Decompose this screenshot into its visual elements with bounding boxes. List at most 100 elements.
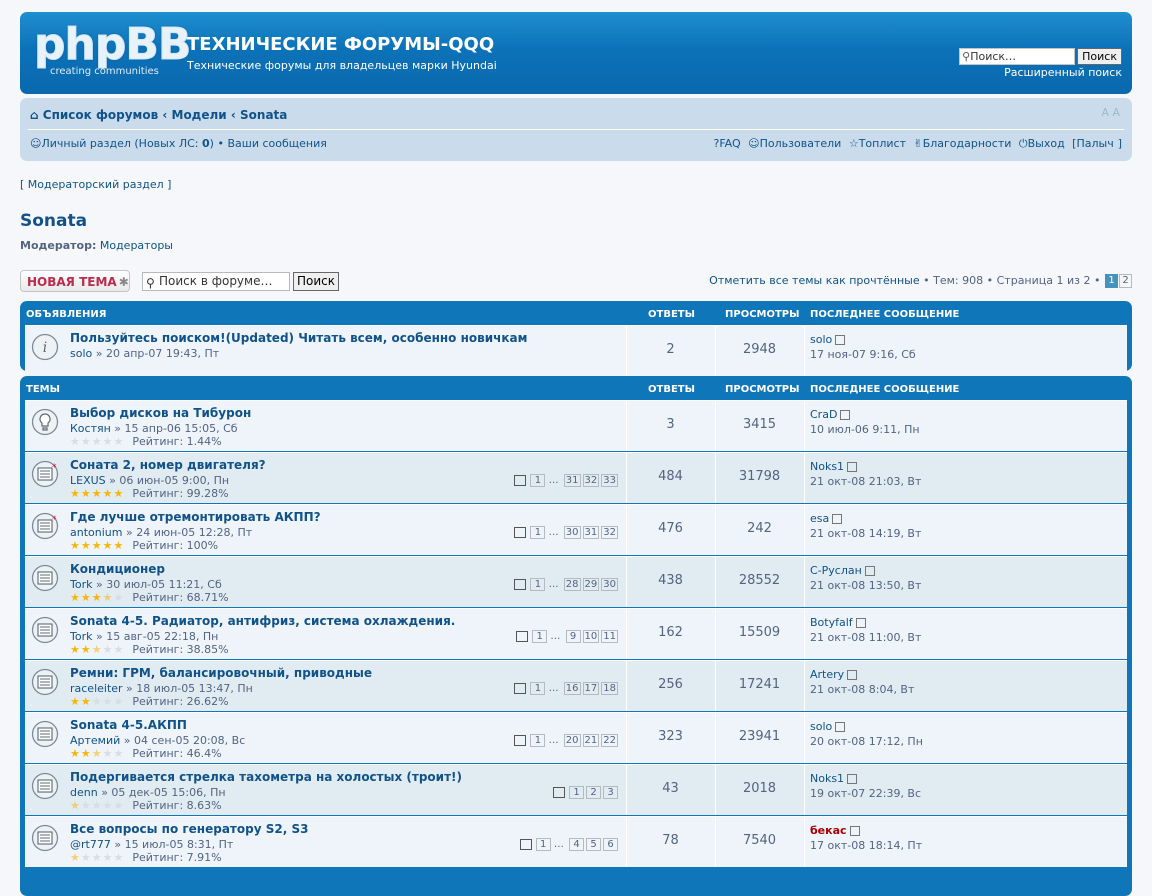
rating-star-icon[interactable]: ★ xyxy=(113,747,124,760)
topic-title[interactable]: Где лучше отремонтировать АКПП? xyxy=(70,510,321,524)
topic-page-link[interactable]: 4 xyxy=(569,838,584,851)
topic-page-link[interactable]: 20 xyxy=(563,734,581,747)
topic-row[interactable]: Кондиционер Tork » 30 июл-05 11:21, Сб ★★★… xyxy=(25,556,1127,607)
topic-page-link[interactable]: 10 xyxy=(582,630,600,643)
rating-star-icon[interactable]: ★ xyxy=(91,799,102,812)
topic-page-link[interactable]: 1 xyxy=(530,682,546,695)
rating-star-icon[interactable]: ★ xyxy=(113,851,124,864)
toplist-link[interactable]: Топлист xyxy=(858,137,906,150)
last-post-author[interactable]: Artery xyxy=(810,668,858,681)
rating-star-icon[interactable]: ★ xyxy=(91,487,102,500)
topic-page-link[interactable]: 16 xyxy=(563,682,581,695)
rating-star-icon[interactable]: ★ xyxy=(102,747,113,760)
topic-title[interactable]: Выбор дисков на Тибурон xyxy=(70,406,252,420)
topic-page-link[interactable]: 9 xyxy=(565,630,581,643)
topic-page-link[interactable]: 31 xyxy=(582,526,600,539)
rating-star-icon[interactable]: ★ xyxy=(70,643,80,656)
topic-page-link[interactable]: 33 xyxy=(601,474,618,487)
view-latest-post-icon[interactable] xyxy=(832,514,843,524)
topic-author[interactable]: Tork xyxy=(70,578,93,591)
rating-star-icon[interactable]: ★ xyxy=(102,435,113,448)
rating-star-icon[interactable]: ★ xyxy=(80,539,91,552)
phpbb-logo[interactable]: phpBB creating communities xyxy=(33,22,191,77)
header-search-button[interactable]: Поиск xyxy=(1077,48,1122,65)
logout-link[interactable]: Выход xyxy=(1027,137,1065,150)
font-size-control[interactable]: A A xyxy=(1101,106,1120,119)
topic-page-link[interactable]: 29 xyxy=(582,578,600,591)
topic-page-link[interactable]: 1 xyxy=(530,474,546,487)
last-post-author[interactable]: esa xyxy=(810,512,843,525)
view-latest-post-icon[interactable] xyxy=(847,774,858,784)
rating-star-icon[interactable]: ★ xyxy=(80,487,91,500)
topic-page-link[interactable]: 2 xyxy=(586,786,601,799)
announcement-row[interactable]: i Пользуйтесь поиском!(Updated) Читать вс… xyxy=(25,325,1127,376)
logout-username[interactable]: Палыч xyxy=(1076,137,1114,150)
topic-page-link[interactable]: 17 xyxy=(582,682,600,695)
last-post-author[interactable]: Noks1 xyxy=(810,460,858,473)
breadcrumb-models[interactable]: Модели xyxy=(171,108,227,122)
topic-title[interactable]: Все вопросы по генератору S2, S3 xyxy=(70,822,309,836)
users-link[interactable]: Пользователи xyxy=(759,137,842,150)
topic-author[interactable]: Tork xyxy=(70,630,93,643)
forum-title[interactable]: Sonata xyxy=(20,211,88,231)
topic-page-link[interactable]: 11 xyxy=(601,630,618,643)
topic-row[interactable]: * Где лучше отремонтировать АКПП? antonium… xyxy=(25,504,1127,555)
view-latest-post-icon[interactable] xyxy=(835,335,846,345)
topic-row[interactable]: Ремни: ГРМ, балансировочный, приводные ra… xyxy=(25,660,1127,711)
topic-title[interactable]: Соната 2, номер двигателя? xyxy=(70,458,266,472)
rating-star-icon[interactable]: ★ xyxy=(113,539,124,552)
topic-title[interactable]: Sonata 4-5.АКПП xyxy=(70,718,187,732)
topic-title[interactable]: Пользуйтесь поиском!(Updated) Читать все… xyxy=(70,331,528,345)
your-posts-link[interactable]: Ваши сообщения xyxy=(227,137,327,150)
rating-star-icon[interactable]: ★ xyxy=(70,799,80,812)
rating-star-icon[interactable]: ★ xyxy=(113,799,124,812)
breadcrumb-index[interactable]: Список форумов xyxy=(42,108,159,122)
mark-read-link[interactable]: Отметить все темы как прочтённые xyxy=(709,274,920,287)
rating-star-icon[interactable]: ★ xyxy=(70,695,80,708)
rating-star-icon[interactable]: ★ xyxy=(91,591,102,604)
rating-star-icon[interactable]: ★ xyxy=(91,539,102,552)
topic-author[interactable]: Артемий xyxy=(70,734,121,747)
view-latest-post-icon[interactable] xyxy=(864,566,875,576)
rating-star-icon[interactable]: ★ xyxy=(91,695,102,708)
last-post-author[interactable]: solo xyxy=(810,333,846,346)
last-post-author-name[interactable]: бекас xyxy=(810,824,847,837)
topic-author[interactable]: raceleiter xyxy=(70,682,123,695)
page-2[interactable]: 2 xyxy=(1119,274,1132,288)
topic-page-link[interactable]: 21 xyxy=(582,734,600,747)
rating-star-icon[interactable]: ★ xyxy=(80,799,91,812)
personal-section-link[interactable]: Личный раздел xyxy=(41,137,131,150)
view-latest-post-icon[interactable] xyxy=(847,670,858,680)
header-search-input[interactable]: ⚲Поиск… xyxy=(959,48,1076,65)
advanced-search-link[interactable]: Расширенный поиск xyxy=(1004,66,1122,79)
topic-page-link[interactable]: 1 xyxy=(569,786,584,799)
topic-row[interactable]: Подергивается стрелка тахометра на холос… xyxy=(25,764,1127,815)
rating-star-icon[interactable]: ★ xyxy=(91,435,102,448)
rating-star-icon[interactable]: ★ xyxy=(80,435,91,448)
rating-star-icon[interactable]: ★ xyxy=(102,487,113,500)
topic-page-link[interactable]: 22 xyxy=(601,734,618,747)
topic-page-link[interactable]: 28 xyxy=(563,578,581,591)
rating-star-icon[interactable]: ★ xyxy=(102,799,113,812)
forum-search-button[interactable]: Поиск xyxy=(293,272,340,291)
moderator-link[interactable]: Модераторы xyxy=(99,239,173,252)
rating-star-icon[interactable]: ★ xyxy=(70,851,80,864)
last-post-author[interactable]: бекас xyxy=(810,824,860,837)
last-post-author-name[interactable]: solo xyxy=(810,333,833,346)
rating-star-icon[interactable]: ★ xyxy=(70,539,80,552)
topic-page-link[interactable]: 1 xyxy=(530,526,546,539)
rating-star-icon[interactable]: ★ xyxy=(70,487,80,500)
topic-author[interactable]: Костян xyxy=(70,422,111,435)
last-post-author-name[interactable]: С-Руслан xyxy=(810,564,862,577)
topic-row[interactable]: Sonata 4-5. Радиатор, антифриз, система … xyxy=(25,608,1127,659)
topic-page-link[interactable]: 18 xyxy=(601,682,618,695)
last-post-author[interactable]: С-Руслан xyxy=(810,564,875,577)
rating-star-icon[interactable]: ★ xyxy=(80,591,91,604)
view-latest-post-icon[interactable] xyxy=(849,826,860,836)
last-post-author-name[interactable]: solo xyxy=(810,720,833,733)
rating-star-icon[interactable]: ★ xyxy=(113,643,124,656)
topic-page-link[interactable]: 6 xyxy=(603,838,618,851)
last-post-author-name[interactable]: CraD xyxy=(810,408,838,421)
last-post-author-name[interactable]: Botyfalf xyxy=(810,616,853,629)
breadcrumb-sonata[interactable]: Sonata xyxy=(240,108,288,122)
